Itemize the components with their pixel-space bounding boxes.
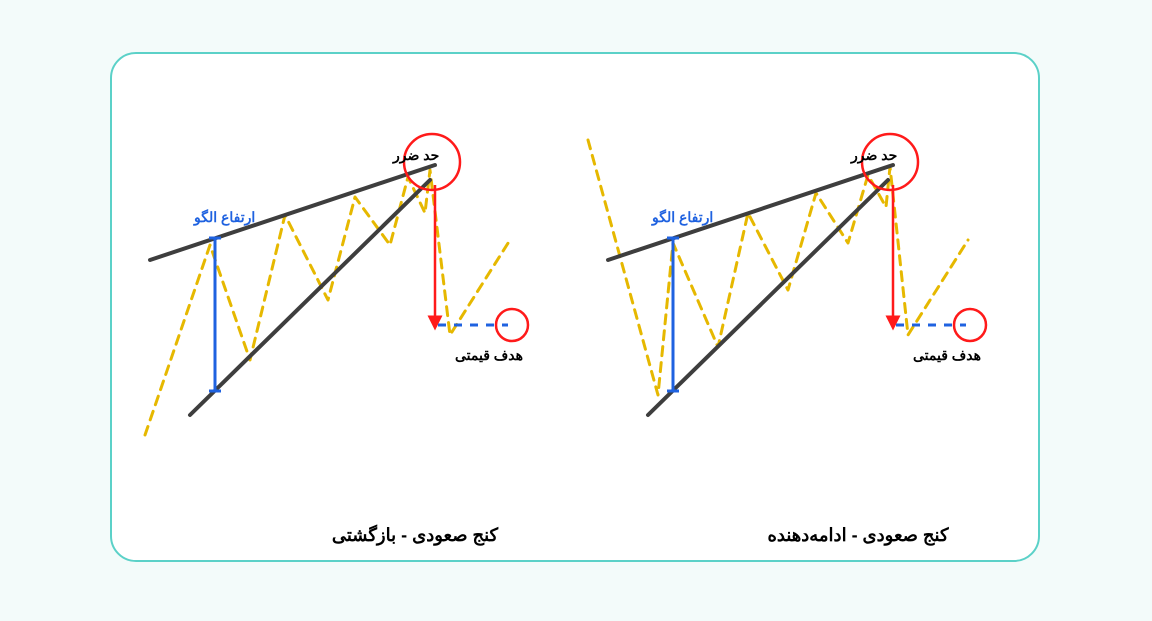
pattern-height-label: ارتفاع الگو bbox=[652, 209, 713, 226]
wedge-right-svg bbox=[588, 85, 1018, 555]
diagram-left: ارتفاع الگو حد ضرر هدف قیمتی کنج صعودی -… bbox=[130, 85, 560, 555]
diagram-title-right: کنج صعودی - ادامه‌دهنده bbox=[738, 525, 978, 546]
diagram-title-left: کنج صعودی - بازگشتی bbox=[295, 525, 535, 546]
price-target-label: هدف قیمتی bbox=[455, 347, 523, 364]
wedge-left-svg bbox=[130, 85, 560, 555]
diagram-right: ارتفاع الگو حد ضرر هدف قیمتی کنج صعودی -… bbox=[588, 85, 1018, 555]
pattern-height-label: ارتفاع الگو bbox=[194, 209, 255, 226]
stop-loss-label: حد ضرر bbox=[851, 147, 897, 164]
price-target-label: هدف قیمتی bbox=[913, 347, 981, 364]
stop-loss-label: حد ضرر bbox=[393, 147, 439, 164]
